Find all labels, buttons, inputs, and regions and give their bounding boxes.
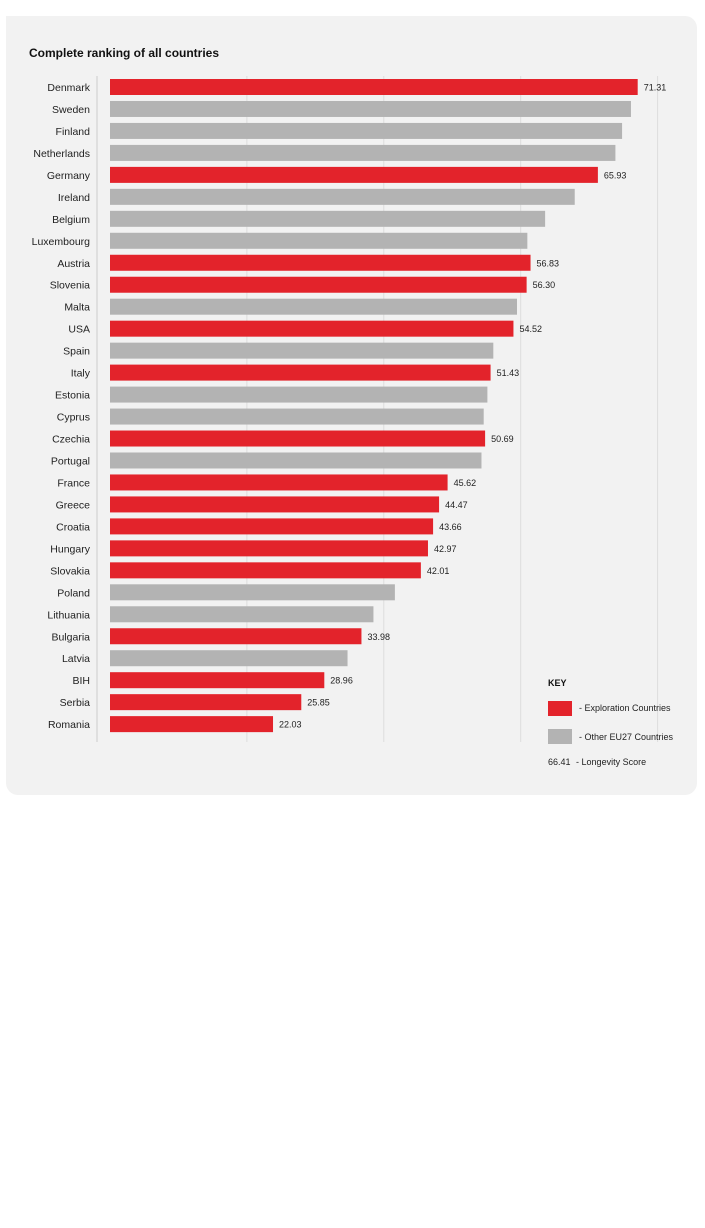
category-label: France: [57, 477, 90, 489]
bar-chart: Denmark 71.31 Sweden Finland Netherlands Germ…: [32, 76, 667, 742]
bar-denmark: [110, 79, 638, 95]
category-label: Ireland: [58, 192, 90, 204]
data-label: 71.31: [644, 83, 667, 93]
bar-serbia: [110, 694, 302, 711]
bar-romania: [110, 716, 274, 733]
data-label: 43.66: [439, 522, 462, 532]
bar-belgium: [110, 210, 546, 227]
legend-score-sample: 66.41 - Longevity Score: [548, 757, 646, 767]
data-label: 65.93: [604, 170, 627, 180]
data-label: 56.30: [533, 280, 556, 290]
bar-croatia: [110, 518, 434, 535]
data-label: 54.52: [519, 324, 542, 334]
bar-italy: [110, 364, 491, 381]
category-label: Hungary: [50, 543, 90, 555]
bar-finland: [110, 122, 623, 139]
legend-swatch-other: [548, 729, 572, 744]
category-label: Poland: [57, 587, 90, 599]
category-label: Lithuania: [47, 609, 90, 621]
data-label: 33.98: [367, 632, 390, 642]
category-label: Croatia: [56, 521, 90, 533]
category-label: Finland: [56, 126, 91, 138]
legend-label-exploration: - Exploration Countries: [579, 703, 671, 713]
category-label: Luxembourg: [32, 236, 91, 248]
category-label: Romania: [48, 719, 90, 731]
category-label: USA: [68, 324, 90, 336]
category-label: Austria: [57, 258, 90, 270]
bar-czechia: [110, 430, 486, 447]
data-label: 45.62: [454, 478, 477, 488]
bar-netherlands: [110, 144, 616, 161]
category-label: Sweden: [52, 104, 90, 116]
legend-score-value: 66.41: [548, 757, 571, 767]
data-label: 44.47: [445, 500, 468, 510]
bar-malta: [110, 298, 517, 315]
bar-france: [110, 474, 448, 491]
legend-title: KEY: [548, 678, 567, 688]
category-label: Germany: [47, 170, 91, 182]
category-label: Belgium: [52, 214, 90, 226]
category-label: Estonia: [55, 390, 90, 402]
category-label: Portugal: [51, 455, 90, 467]
category-label: Italy: [71, 368, 91, 380]
category-label: Malta: [64, 302, 90, 314]
data-label: 56.83: [537, 258, 560, 268]
data-label: 50.69: [491, 434, 514, 444]
category-label: Slovenia: [50, 280, 90, 292]
bar-portugal: [110, 452, 482, 469]
bar-slovakia: [110, 562, 421, 579]
bar-usa: [110, 320, 514, 337]
bar-greece: [110, 496, 440, 513]
bar-lithuania: [110, 606, 374, 623]
bar-sweden: [110, 100, 631, 117]
data-label: 22.03: [279, 720, 302, 730]
bar-poland: [110, 584, 395, 601]
category-label: BIH: [72, 675, 90, 687]
category-label: Czechia: [52, 434, 90, 446]
bar-estonia: [110, 386, 488, 403]
category-label: Cyprus: [57, 412, 90, 424]
data-label: 28.96: [330, 676, 353, 686]
bar-spain: [110, 342, 494, 359]
data-label: 42.97: [434, 544, 457, 554]
legend-swatch-exploration: [548, 701, 572, 716]
category-label: Serbia: [60, 697, 91, 709]
category-label: Latvia: [62, 653, 90, 665]
category-label: Denmark: [47, 82, 90, 94]
bar-cyprus: [110, 408, 484, 425]
data-label: 51.43: [497, 368, 520, 378]
category-label: Netherlands: [33, 148, 90, 160]
bar-germany: [110, 166, 598, 183]
data-label: 42.01: [427, 566, 450, 576]
bar-bulgaria: [110, 628, 362, 645]
bar-ireland: [110, 188, 575, 205]
bar-hungary: [110, 540, 428, 557]
category-label: Greece: [56, 499, 91, 511]
legend-score-label: - Longevity Score: [576, 757, 647, 767]
bar-latvia: [110, 650, 348, 667]
category-label: Bulgaria: [51, 631, 90, 643]
bar-bih: [110, 672, 325, 689]
category-label: Spain: [63, 346, 90, 358]
legend-label-other: - Other EU27 Countries: [579, 732, 674, 742]
chart-title: Complete ranking of all countries: [29, 46, 220, 60]
category-label: Slovakia: [50, 565, 90, 577]
bar-slovenia: [110, 276, 527, 293]
bar-austria: [110, 254, 531, 271]
bar-luxembourg: [110, 232, 528, 249]
data-label: 25.85: [307, 698, 330, 708]
